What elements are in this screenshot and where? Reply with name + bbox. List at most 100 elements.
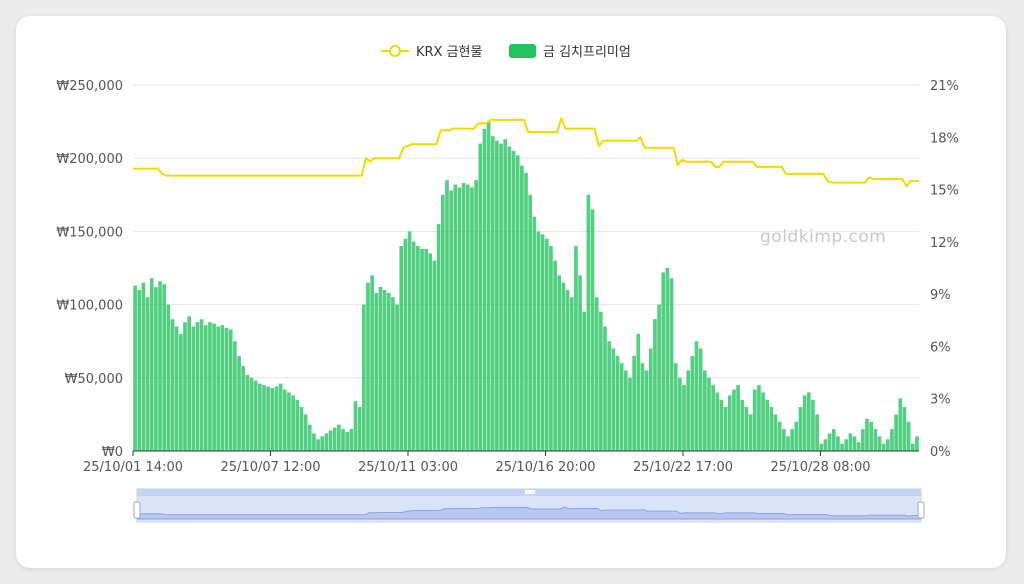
bar: [507, 146, 512, 452]
bar: [532, 216, 537, 451]
zoom-handle-right[interactable]: [917, 501, 925, 519]
bar: [258, 383, 262, 451]
y-right-tick-label: 18%: [930, 131, 959, 146]
y-right-tick-label: 15%: [930, 184, 959, 199]
bar: [470, 187, 474, 452]
bar: [540, 234, 545, 451]
bar: [179, 333, 183, 451]
bar: [162, 284, 167, 451]
bar: [678, 377, 682, 451]
bar: [370, 275, 374, 451]
bar: [503, 139, 508, 452]
bar: [457, 187, 462, 452]
data-zoom-slider[interactable]: [133, 488, 925, 523]
x-tick-label: 25/10/07 12:00: [221, 460, 321, 475]
bar: [902, 407, 907, 451]
bar: [644, 370, 649, 451]
bar: [149, 278, 154, 451]
bar: [203, 325, 208, 451]
bar: [212, 323, 216, 451]
bar: [915, 436, 919, 451]
bar: [320, 436, 325, 451]
bar: [802, 395, 807, 451]
x-tick-label: 25/10/28 08:00: [771, 460, 871, 475]
bar: [357, 407, 362, 451]
bar: [224, 328, 229, 451]
bar: [877, 436, 882, 451]
bar: [723, 407, 728, 451]
bar: [782, 429, 786, 451]
bar: [565, 289, 570, 451]
bar: [187, 316, 191, 451]
bar: [819, 443, 824, 451]
bar: [885, 439, 890, 451]
bar: [761, 392, 765, 451]
bar: [836, 436, 840, 451]
bar: [844, 439, 849, 451]
bar: [316, 439, 320, 451]
y-axis-left-labels: ₩0 ₩50,000 ₩100,000 ₩150,000 ₩200,000 ₩250,00…: [56, 79, 123, 460]
bar: [295, 399, 300, 451]
y-left-tick-label: ₩100,000: [56, 299, 123, 314]
zoom-top-grip[interactable]: [525, 490, 535, 494]
bar: [395, 304, 399, 451]
zoom-handle-left[interactable]: [133, 501, 141, 519]
bar: [544, 238, 549, 451]
legend-item-premium[interactable]: 금 김치프리미엄: [509, 44, 631, 60]
bar: [249, 377, 254, 451]
bar: [174, 326, 179, 451]
x-axis-labels: 25/10/01 14:00 25/10/07 12:00 25/10/11 03:…: [83, 451, 870, 475]
bar: [270, 388, 275, 451]
bar: [707, 377, 711, 451]
bar: [403, 238, 408, 451]
bar: [154, 287, 158, 451]
bar: [873, 429, 878, 451]
bar: [881, 443, 886, 451]
bar: [594, 297, 599, 451]
y-left-tick-label: ₩150,000: [56, 225, 123, 240]
bar: [228, 329, 233, 451]
bar: [611, 348, 616, 451]
bar: [599, 311, 603, 451]
bar: [382, 289, 387, 451]
bar: [237, 355, 241, 451]
bar: [578, 275, 582, 451]
bar: [133, 285, 137, 451]
legend-bar-marker: [509, 44, 536, 58]
y-axis-right-labels: 0% 3% 6% 9% 12% 15% 18% 21%: [930, 79, 959, 460]
bar: [291, 395, 295, 451]
bar: [199, 319, 204, 451]
bar: [869, 421, 874, 451]
bar: [353, 401, 358, 451]
bar: [274, 386, 279, 451]
bar: [898, 398, 903, 451]
bar: [865, 418, 869, 451]
bar: [490, 136, 495, 452]
bar: [732, 389, 736, 451]
legend[interactable]: KRX 금현물 금 김치프리미엄: [381, 44, 631, 60]
bar: [208, 322, 212, 451]
bar: [411, 241, 416, 451]
bar: [640, 363, 645, 451]
y-right-tick-label: 0%: [930, 445, 951, 460]
bar: [324, 433, 329, 451]
bar: [557, 275, 562, 451]
bar: [536, 231, 541, 451]
bar: [603, 326, 607, 451]
bar: [461, 183, 466, 451]
bar: [341, 429, 345, 451]
bar: [740, 399, 745, 451]
bar: [815, 414, 819, 451]
legend-item-krx[interactable]: KRX 금현물: [381, 45, 483, 60]
bar: [823, 439, 828, 451]
bar: [528, 194, 532, 452]
bar: [307, 424, 312, 451]
bar: [748, 414, 753, 451]
bar: [183, 322, 187, 451]
bar: [416, 246, 420, 451]
zoom-preview-area: [136, 506, 922, 520]
bar: [449, 190, 453, 451]
bar: [636, 333, 641, 451]
bar: [511, 150, 516, 451]
